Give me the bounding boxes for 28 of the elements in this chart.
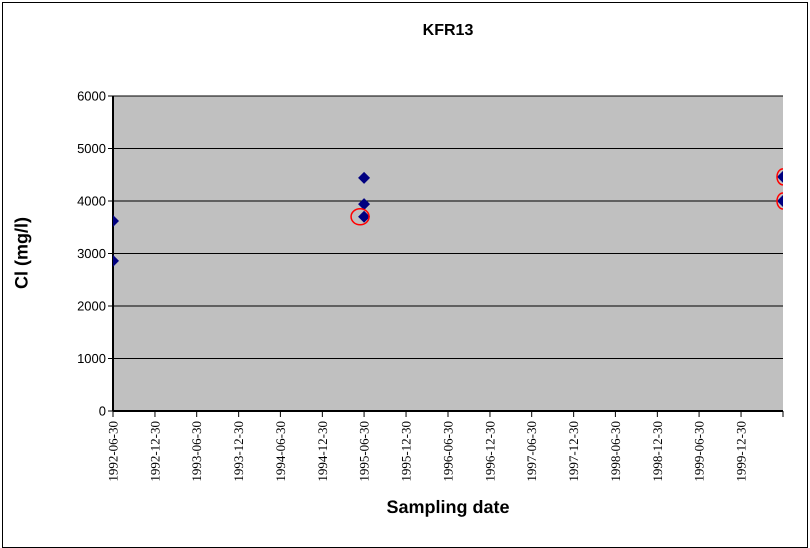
point [358,198,370,210]
x-tick-label: 1996-06-30 [440,421,456,482]
x-tick-label: 1992-06-30 [106,421,120,482]
y-tick-label: 0 [98,404,106,419]
y-tick-label: 4000 [77,194,106,209]
x-tick-label: 1996-12-30 [482,421,498,482]
y-axis-title: Cl (mg/l) [12,217,32,289]
y-tick-label: 5000 [77,141,106,156]
x-tick-label: 1998-12-30 [650,421,665,482]
point [358,172,370,184]
x-tick-label: 1994-12-30 [314,421,330,482]
x-tick-label: 1998-06-30 [608,421,623,482]
y-tick-label: 6000 [77,88,106,104]
x-tick-label: 1993-06-30 [189,421,204,482]
x-tick-label: 1997-12-30 [566,421,582,482]
x-tick-label: 1992-12-30 [147,421,162,482]
y-tick-label: 1000 [77,351,106,366]
chart-title: KFR13 [422,22,474,40]
x-tick-label: 1995-06-30 [356,421,372,482]
x-tick-label: 1993-12-30 [231,421,246,482]
x-tick-label: 1999-12-30 [734,421,749,482]
x-tick-label: 1997-06-30 [524,421,540,482]
y-tick-label: 3000 [77,246,106,262]
x-tick-label: 1995-12-30 [398,421,414,482]
y-tick-label: 2000 [77,298,106,314]
x-tick-label: 1999-06-30 [692,421,707,482]
x-axis-title: Sampling date [385,497,511,518]
x-tick-label: 1994-06-30 [272,421,288,482]
